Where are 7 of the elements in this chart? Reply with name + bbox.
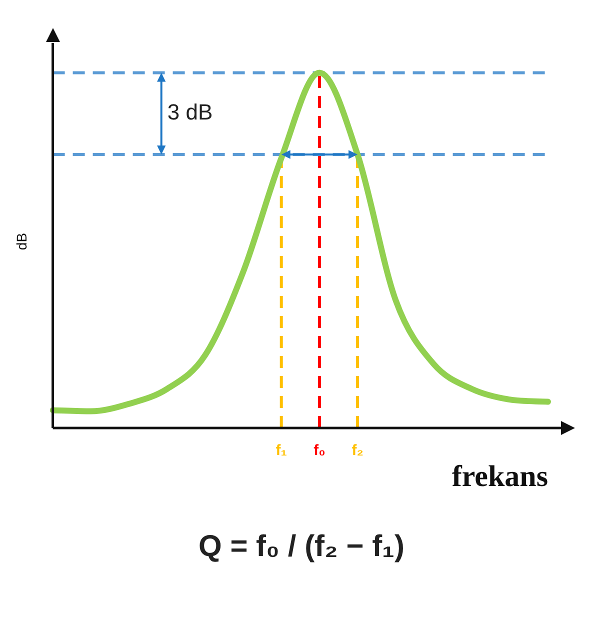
x-axis-title: frekans [452,460,548,493]
x-tick-label: f₂ [352,442,364,460]
annotation: 3 dB [167,100,213,125]
text: Q = f₀ / (f₂ − f₁) [198,530,406,564]
x-tick-label: f₀ [314,442,326,460]
y-axis-title: dB [13,232,30,250]
x-tick-label: f₁ [276,442,287,460]
